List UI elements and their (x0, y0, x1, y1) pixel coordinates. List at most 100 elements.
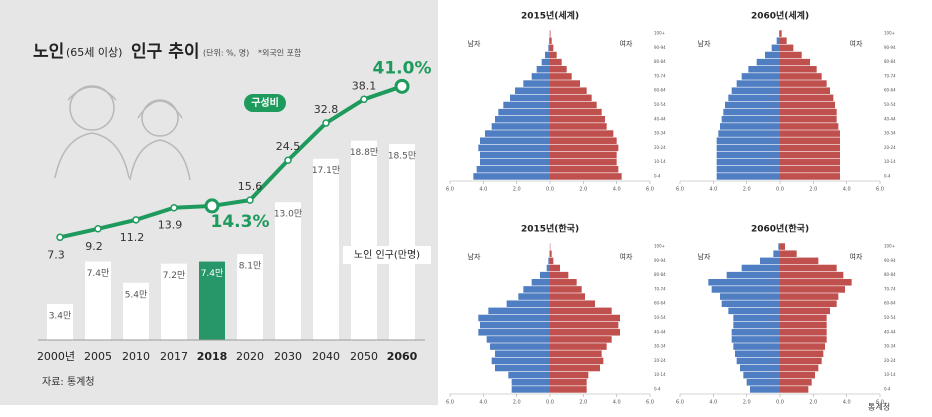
bar-value-label: 3.4만 (49, 310, 72, 321)
legend-label: 남자 (698, 39, 711, 48)
age-label: 40-44 (654, 329, 666, 334)
pyramid-bar (780, 101, 835, 109)
age-label: 40-44 (884, 116, 896, 121)
pyramid-bar (541, 58, 550, 66)
pyramid-bar (480, 158, 550, 166)
pyramid-bar (720, 123, 780, 130)
x-tick-label: 2010 (122, 350, 150, 363)
pyramid-bar (779, 30, 780, 37)
pyramid-bar (545, 51, 550, 59)
pyramid-bar (721, 300, 780, 307)
pyramid-bar (780, 314, 827, 322)
pyramid-bar (550, 321, 619, 329)
pyramid-bar (776, 37, 780, 44)
pyramid-bar (549, 250, 550, 257)
pyramid-bar (716, 137, 780, 144)
pyramid-bar (718, 130, 780, 137)
line-value-label: 24.5 (276, 140, 301, 153)
pyramid-bar (780, 173, 840, 180)
pyramid-bar (550, 108, 602, 116)
pyramid-bar (550, 371, 589, 379)
x-tick-label: 2040 (312, 350, 340, 363)
pyramid-bar (550, 279, 577, 286)
age-label: 60-64 (654, 301, 666, 306)
pyramid-bar (550, 116, 605, 123)
title-rest: 인구 추이 (131, 42, 199, 62)
pyramid-bar (780, 364, 819, 372)
pyramid-bar (780, 37, 787, 44)
age-label: 0-4 (884, 386, 891, 391)
x-tick-label: 6.0 (446, 187, 454, 193)
pyramid-bar (736, 357, 780, 365)
age-label: 80-84 (884, 59, 896, 64)
bar-value-label: 18.8만 (350, 147, 378, 158)
legend-label: 여자 (850, 252, 863, 261)
pyramid-bar (721, 116, 780, 123)
x-tick-label: 6.0 (646, 187, 654, 193)
pyramid-bar (488, 307, 550, 315)
x-tick-label: 2.0 (579, 187, 587, 193)
age-label: 70-74 (654, 73, 666, 78)
line-point (132, 216, 140, 224)
pyramid-bar (731, 336, 780, 343)
legend-label: 구성비 (251, 96, 279, 109)
bar (313, 158, 339, 340)
pyramid-bar (780, 51, 802, 59)
age-label: 70-74 (884, 286, 896, 291)
bar-value-label: 13.0만 (274, 209, 302, 220)
pyramid-bar (750, 386, 780, 393)
pyramid-bar (550, 58, 562, 66)
pyramid-bar (780, 80, 827, 87)
pyramid-bar (510, 94, 550, 102)
age-label: 10-14 (654, 372, 666, 377)
pyramid-bar (780, 166, 840, 173)
pyramid-bar (748, 66, 780, 73)
x-tick-label: 4.0 (709, 187, 717, 193)
pyramid-bar (711, 286, 780, 293)
line-point (322, 119, 330, 127)
pyramid-bar (546, 264, 550, 272)
pyramid-bar (780, 386, 809, 393)
x-tick-label: 4.0 (613, 187, 621, 193)
line-value-label: 11.2 (120, 231, 145, 244)
age-label: 30-34 (884, 344, 896, 349)
pyramid-bar (550, 293, 585, 300)
x-tick-label: 6.0 (876, 187, 884, 193)
age-label: 90-94 (654, 45, 666, 50)
age-label: 80-84 (654, 59, 666, 64)
pyramid-bar (550, 37, 552, 44)
pyramid-bar (550, 166, 619, 173)
line-value-label: 14.3% (211, 212, 270, 232)
age-label: 10-14 (654, 159, 666, 164)
x-tick-label: 2030 (274, 350, 302, 363)
pyramid-bar (756, 58, 780, 66)
line-value-label: 7.3 (47, 248, 65, 261)
pyramid-bar (480, 151, 550, 159)
bar-value-label: 7.2만 (163, 270, 186, 281)
age-label: 90-94 (884, 258, 896, 263)
x-tick-label: 0.0 (776, 187, 784, 193)
legend-label: 남자 (698, 252, 711, 261)
line-value-label: 38.1 (352, 79, 377, 92)
age-label: 50-54 (884, 102, 896, 107)
pyramid-bar (780, 250, 797, 257)
age-label: 40-44 (884, 329, 896, 334)
pyramid-bar (743, 371, 780, 379)
pyramid-bar (531, 73, 550, 80)
x-tick-label: 2020 (236, 350, 264, 363)
pyramid-bar (495, 116, 550, 123)
pyramid-bar (771, 44, 780, 52)
pyramid-title: 2060년(한국) (751, 223, 809, 235)
line-point (56, 233, 64, 242)
x-tick-label: 0.0 (546, 400, 554, 406)
legend-label: 남자 (468, 39, 481, 48)
pyramid-title: 2060년(세계) (751, 10, 809, 22)
age-label: 30-34 (654, 344, 666, 349)
x-tick-label: 2005 (84, 350, 112, 363)
pyramid-bar (550, 364, 600, 372)
bar (275, 202, 301, 340)
x-tick-label: 4.0 (613, 400, 621, 406)
age-label: 70-74 (884, 73, 896, 78)
pyramid-bar (490, 343, 550, 350)
pyramid-bar (780, 130, 840, 137)
